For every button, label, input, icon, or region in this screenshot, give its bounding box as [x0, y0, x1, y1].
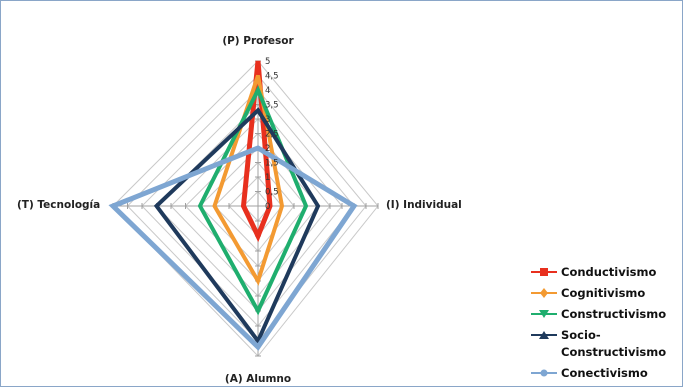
- legend-marker-circle: [540, 369, 548, 377]
- tick-label: 1,5: [265, 159, 279, 169]
- tick-label: 3: [265, 115, 270, 125]
- legend-label: Conductivismo: [561, 265, 656, 279]
- tick-label: 5: [265, 57, 270, 67]
- axis-label-tecnologia: (T) Tecnología: [17, 199, 100, 211]
- tick-labels: 0 0,5 1 1,5 2 2,5 3 3,5 4 4,5 5: [265, 57, 279, 212]
- axis-label-profesor: (P) Profesor: [222, 35, 294, 47]
- tick-label: 2: [265, 144, 270, 154]
- legend-label: Constructivismo: [561, 307, 666, 321]
- axis-label-individual: (I) Individual: [386, 199, 462, 211]
- legend-label: Conectivismo: [561, 366, 648, 380]
- legend-marker-triangle: [539, 331, 549, 339]
- legend-marker-square: [540, 268, 548, 276]
- tick-label: 0: [265, 202, 270, 212]
- series-polygon-cognitivismo: [212, 74, 285, 286]
- tick-label: 1: [265, 173, 270, 183]
- series-polygon-conductivismo: [240, 60, 273, 243]
- legend-label: Cognitivismo: [561, 286, 645, 300]
- tick-label: 4,5: [265, 72, 279, 82]
- tick-label: 2,5: [265, 130, 279, 140]
- legend-marker-triangle: [539, 310, 549, 318]
- legend: Conductivismo Cognitivismo Constructivismo…: [531, 265, 666, 380]
- legend-label: Constructivismo: [561, 345, 666, 359]
- axis-label-alumno: (A) Alumno: [225, 373, 291, 385]
- tick-label: 0,5: [265, 188, 279, 198]
- tick-label: 3,5: [265, 101, 279, 111]
- legend-label: Socio-: [561, 328, 601, 342]
- series-layer: [108, 60, 358, 351]
- legend-marker-diamond: [540, 288, 548, 298]
- series-polygon-conectivismo: [108, 145, 358, 351]
- tick-label: 4: [265, 86, 270, 96]
- series-polygon-socio-constructivismo: [153, 107, 321, 345]
